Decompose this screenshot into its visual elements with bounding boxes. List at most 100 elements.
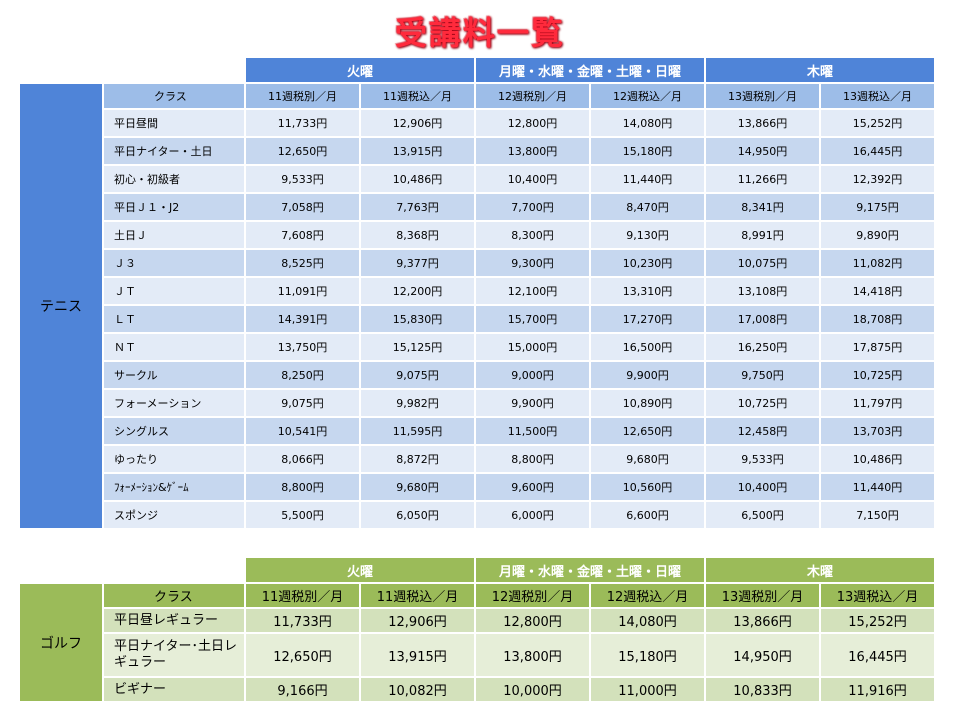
day-group-header: 月曜・水曜・金曜・土曜・日曜	[476, 558, 705, 582]
class-name: サークル	[104, 362, 244, 388]
fee-column-header: 11週税込／月	[361, 584, 475, 607]
fee-value: 14,950円	[706, 138, 820, 164]
day-group-header: 木曜	[706, 58, 935, 82]
tennis-column-header-row: テニス クラス 11週税別／月 11週税込／月 12週税別／月 12週税込／月 13週税別／…	[20, 84, 935, 528]
fee-value: 12,906円	[361, 110, 475, 136]
class-name: ﾌｫｰﾒｰｼｮﾝ&ｹﾞｰﾑ	[104, 474, 244, 500]
fee-value: 10,560円	[591, 474, 705, 500]
fee-value: 9,680円	[361, 474, 475, 500]
fee-value: 14,391円	[246, 306, 359, 332]
class-name: 初心・初級者	[104, 166, 244, 192]
table-row: ビギナー 9,166円 10,082円 10,000円 11,000円 10,833円 11…	[20, 678, 935, 701]
fee-value: 13,800円	[476, 138, 590, 164]
class-name: ＪＴ	[104, 278, 244, 304]
fee-value: 12,200円	[361, 278, 475, 304]
fee-value: 12,100円	[476, 278, 590, 304]
fee-value: 9,533円	[706, 446, 820, 472]
class-name: 土日Ｊ	[104, 222, 244, 248]
fee-value: 16,250円	[706, 334, 820, 360]
fee-value: 10,082円	[361, 678, 475, 701]
class-name: ゆったり	[104, 446, 244, 472]
table-row: Ｊ３ 8,525円 9,377円 9,300円 10,230円 10,075円 11,082…	[20, 250, 935, 276]
fee-value: 10,486円	[821, 446, 935, 472]
fee-value: 6,500円	[706, 502, 820, 528]
fee-value: 9,075円	[246, 390, 359, 416]
golf-column-header-row: ゴルフ クラス 11週税別／月 11週税込／月 12週税別／月 12週税込／月 13週税別／…	[20, 584, 935, 701]
fee-value: 9,130円	[591, 222, 705, 248]
day-group-header: 木曜	[706, 558, 935, 582]
fee-value: 11,440円	[591, 166, 705, 192]
fee-value: 11,916円	[821, 678, 935, 701]
fee-value: 13,108円	[706, 278, 820, 304]
fee-value: 14,950円	[706, 634, 820, 676]
fee-value: 9,175円	[821, 194, 935, 220]
fee-value: 9,075円	[361, 362, 475, 388]
table-row: シングルス 10,541円 11,595円 11,500円 12,650円 12,458円…	[20, 418, 935, 444]
table-row: 平日ナイター・土日 12,650円 13,915円 13,800円 15,180円 14,…	[20, 138, 935, 164]
fee-value: 15,125円	[361, 334, 475, 360]
blank-cell	[20, 558, 102, 582]
class-column-header: クラス	[104, 584, 244, 607]
fee-value: 16,445円	[821, 634, 935, 676]
fee-value: 7,700円	[476, 194, 590, 220]
table-row: スポンジ 5,500円 6,050円 6,000円 6,600円 6,500円 7,150円	[20, 502, 935, 528]
fee-value: 11,733円	[246, 110, 359, 136]
fee-value: 13,310円	[591, 278, 705, 304]
fee-value: 15,252円	[821, 110, 935, 136]
fee-column-header: 13週税別／月	[706, 584, 820, 607]
fee-value: 8,341円	[706, 194, 820, 220]
class-column-header: クラス	[104, 84, 244, 108]
fee-value: 9,890円	[821, 222, 935, 248]
fee-value: 15,180円	[591, 634, 705, 676]
fee-column-header: 11週税込／月	[361, 84, 475, 108]
class-name: 平日ナイター・土日	[104, 138, 244, 164]
fee-value: 9,600円	[476, 474, 590, 500]
fee-value: 8,525円	[246, 250, 359, 276]
fee-value: 13,866円	[706, 609, 820, 632]
fee-value: 11,082円	[821, 250, 935, 276]
golf-category-label: ゴルフ	[20, 584, 102, 701]
fee-value: 11,797円	[821, 390, 935, 416]
fee-column-header: 12週税込／月	[591, 584, 705, 607]
table-row: 平日ナイター･土日レギュラー 12,650円 13,915円 13,800円 15,18…	[20, 634, 935, 676]
fee-value: 12,800円	[476, 609, 590, 632]
fee-column-header: 13週税別／月	[706, 84, 820, 108]
fee-value: 17,875円	[821, 334, 935, 360]
table-row: 初心・初級者 9,533円 10,486円 10,400円 11,440円 11,266円…	[20, 166, 935, 192]
golf-fee-table: 火曜 月曜・水曜・金曜・土曜・日曜 木曜 ゴルフ クラス 11週税別／月 11週税込／月 12…	[18, 556, 936, 703]
fee-value: 8,066円	[246, 446, 359, 472]
fee-column-header: 12週税込／月	[591, 84, 705, 108]
fee-value: 12,650円	[246, 138, 359, 164]
fee-value: 11,266円	[706, 166, 820, 192]
blank-cell	[20, 58, 102, 82]
fee-value: 10,725円	[706, 390, 820, 416]
fee-column-header: 11週税別／月	[246, 584, 359, 607]
fee-column-header: 13週税込／月	[821, 584, 935, 607]
fee-value: 12,906円	[361, 609, 475, 632]
table-row: ＬＴ 14,391円 15,830円 15,700円 17,270円 17,008円 18,…	[20, 306, 935, 332]
fee-value: 8,800円	[246, 474, 359, 500]
table-row: フォーメーション 9,075円 9,982円 9,900円 10,890円 10,725円…	[20, 390, 935, 416]
fee-value: 18,708円	[821, 306, 935, 332]
fee-value: 14,080円	[591, 609, 705, 632]
table-row: 平日昼レギュラー 11,733円 12,906円 12,800円 14,080円 13,8…	[20, 609, 935, 632]
blank-cell	[104, 58, 244, 82]
day-group-header: 月曜・水曜・金曜・土曜・日曜	[476, 58, 705, 82]
fee-value: 14,418円	[821, 278, 935, 304]
fee-value: 10,075円	[706, 250, 820, 276]
fee-value: 17,270円	[591, 306, 705, 332]
golf-group-header-row: 火曜 月曜・水曜・金曜・土曜・日曜 木曜	[20, 558, 935, 582]
fee-value: 8,800円	[476, 446, 590, 472]
fee-value: 8,872円	[361, 446, 475, 472]
fee-value: 13,866円	[706, 110, 820, 136]
fee-value: 15,180円	[591, 138, 705, 164]
fee-value: 14,080円	[591, 110, 705, 136]
fee-value: 15,830円	[361, 306, 475, 332]
fee-value: 5,500円	[246, 502, 359, 528]
fee-value: 12,392円	[821, 166, 935, 192]
fee-value: 9,300円	[476, 250, 590, 276]
table-row: 土日Ｊ 7,608円 8,368円 8,300円 9,130円 8,991円 9,890円	[20, 222, 935, 248]
fee-value: 9,533円	[246, 166, 359, 192]
fee-value: 7,150円	[821, 502, 935, 528]
fee-column-header: 12週税別／月	[476, 84, 590, 108]
